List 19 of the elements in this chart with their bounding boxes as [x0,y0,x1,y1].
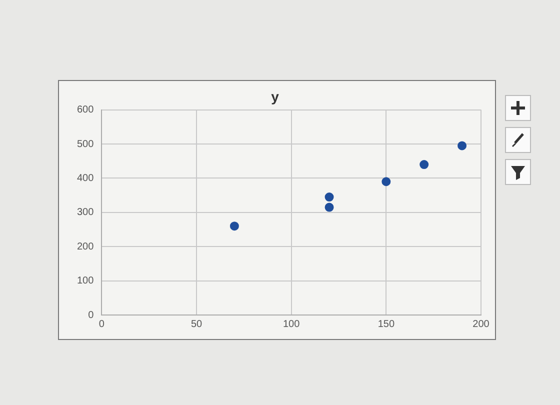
chart-title: y [271,88,280,104]
x-tick-label: 0 [98,318,105,330]
point [458,141,467,150]
x-tick-label: 200 [472,318,490,330]
point [324,192,334,202]
x-tick-label: 50 [190,318,203,330]
y-tick-label: 500 [76,138,94,150]
y-tick-label: 100 [76,276,94,287]
y-tick-label: 0 [88,310,94,321]
point [382,177,391,186]
y-tick-label: 400 [76,172,94,184]
x-tick-label: 150 [378,318,395,330]
point [324,202,334,212]
x-tick-label: 100 [283,318,300,330]
y-tick-label: 300 [76,207,94,218]
y-tick-label: 200 [76,241,94,252]
y-tick-label: 600 [76,104,94,116]
point [420,160,429,170]
point [230,222,239,231]
